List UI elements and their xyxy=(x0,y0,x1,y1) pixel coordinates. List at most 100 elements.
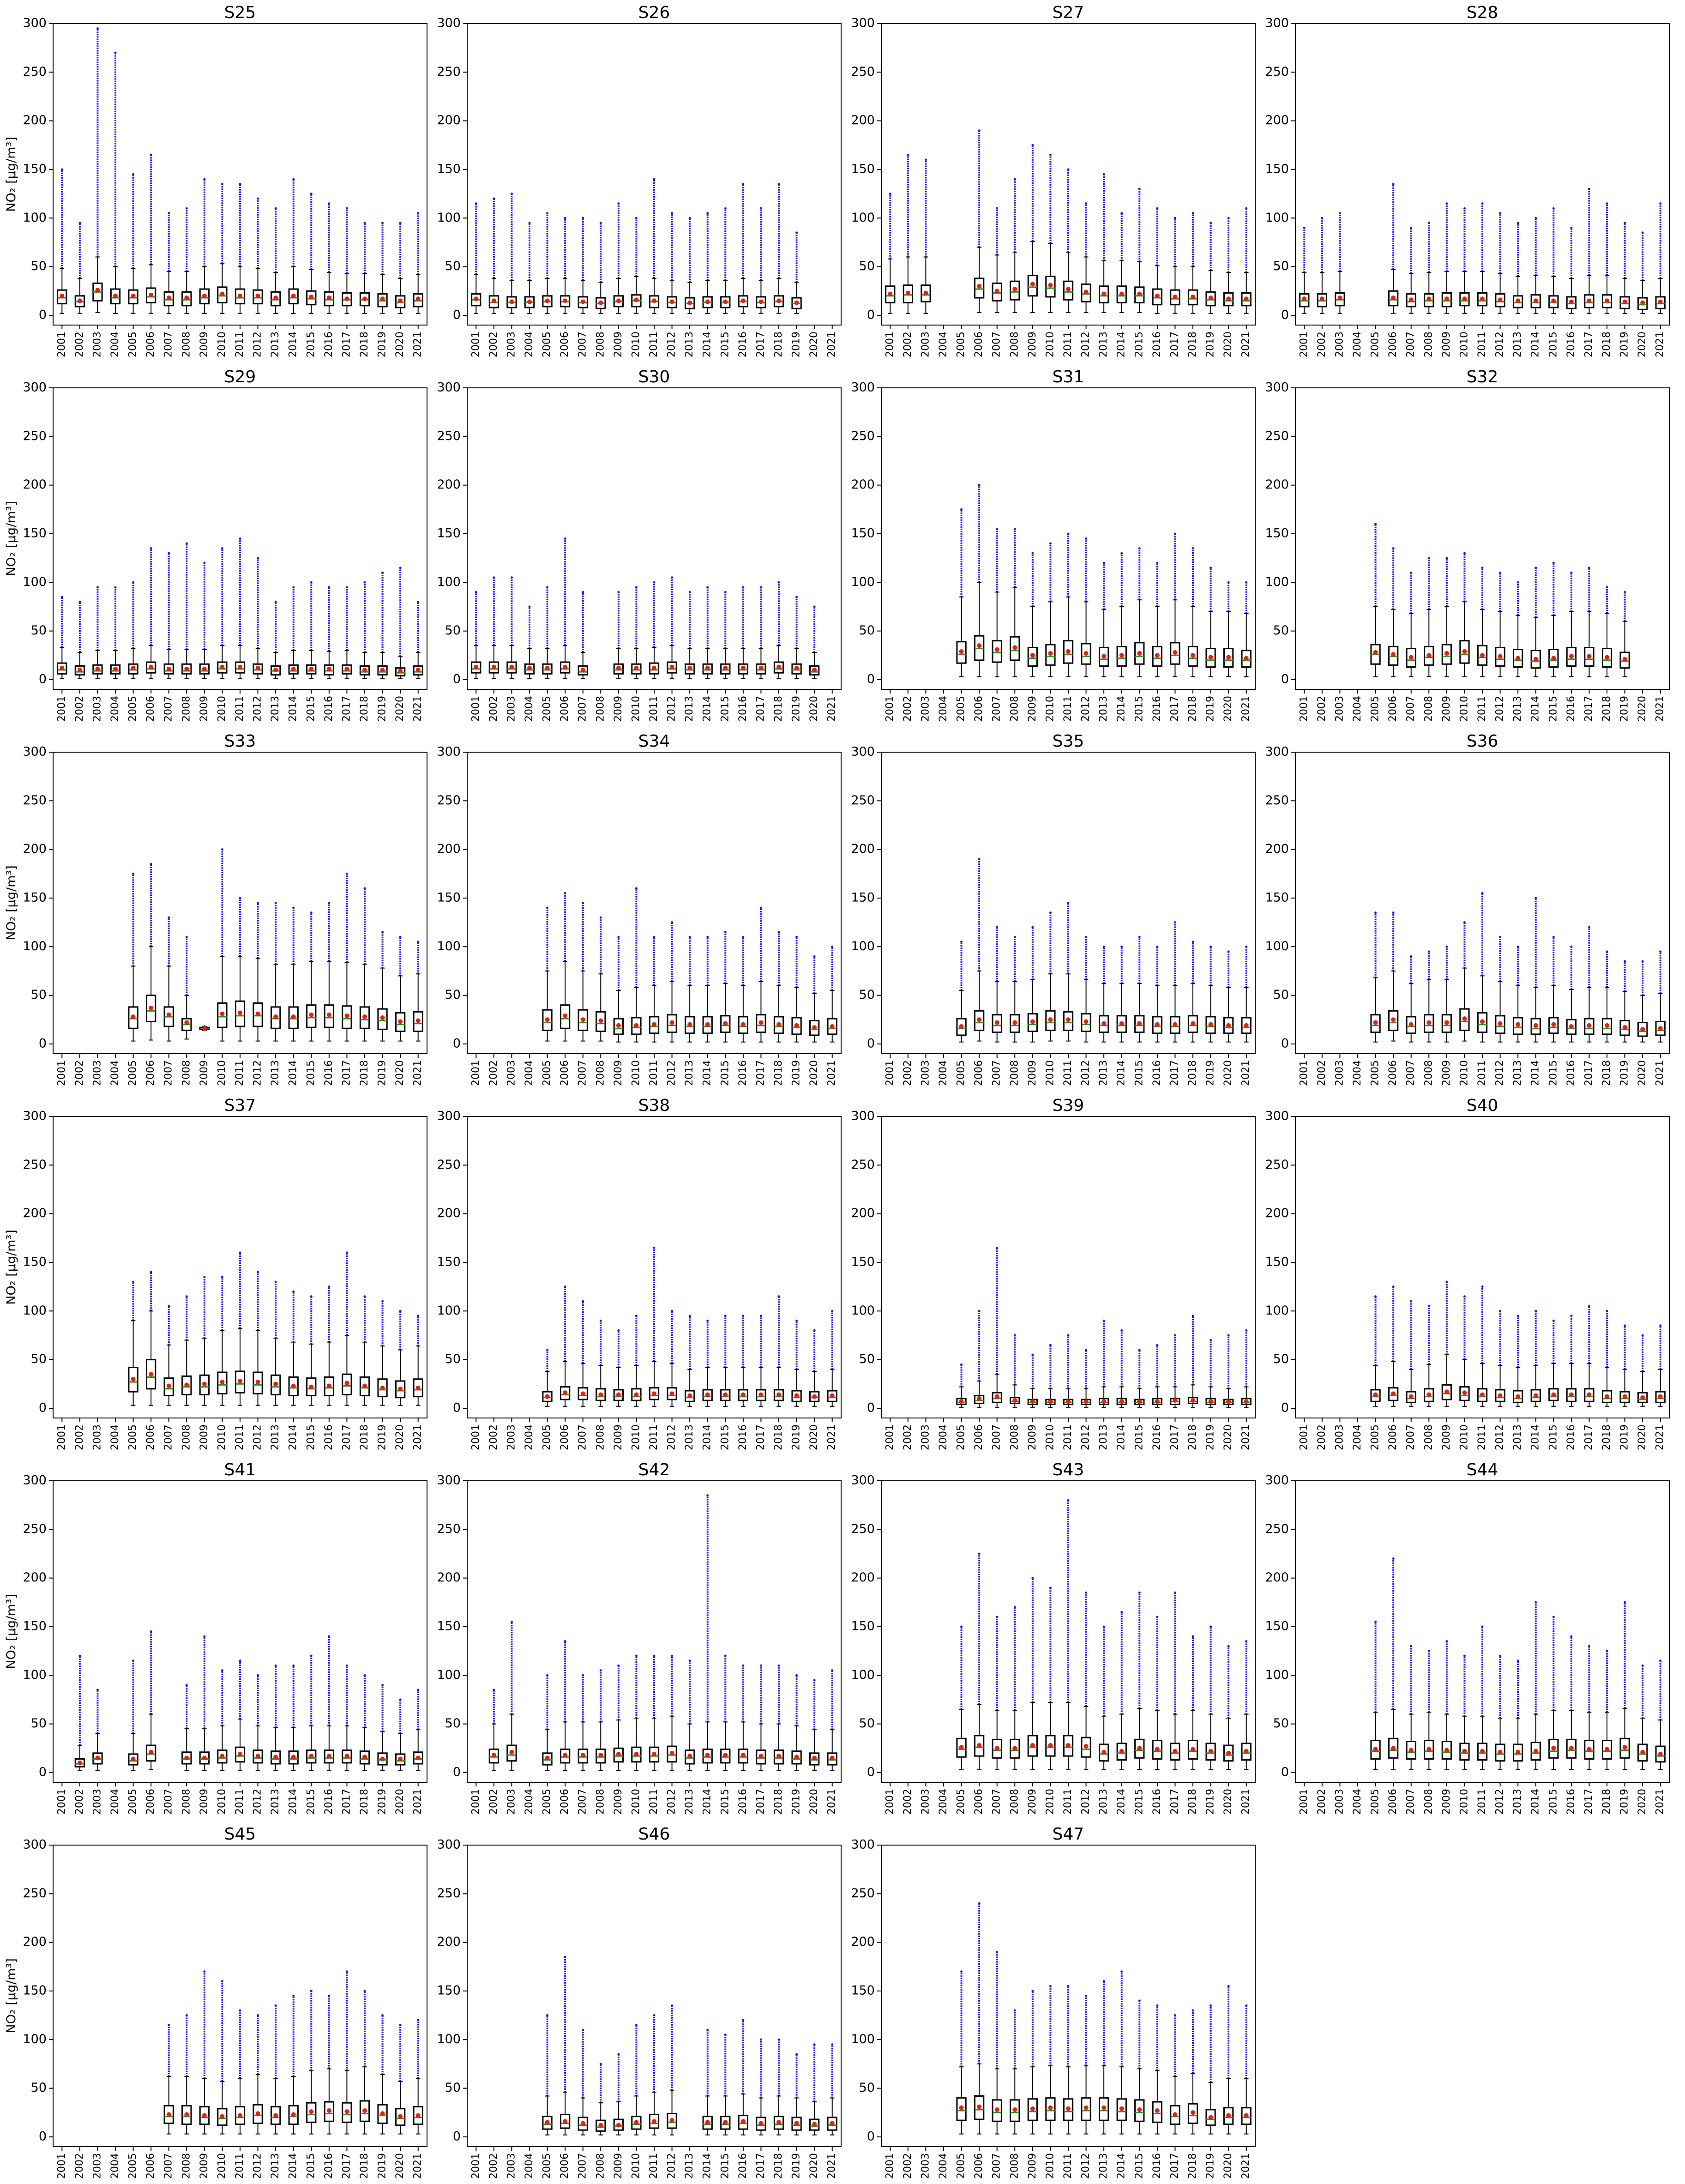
mean xyxy=(309,1012,314,1017)
mean xyxy=(166,666,171,671)
x-tick-label: 2006 xyxy=(1387,332,1399,357)
flier-max xyxy=(114,586,117,589)
x-tick-label: 2002 xyxy=(488,696,499,722)
y-tick-label: 50 xyxy=(445,1352,461,1366)
x-tick-label: 2005 xyxy=(1370,1424,1381,1450)
y-tick-label: 300 xyxy=(851,1838,875,1852)
y-tick-label: 0 xyxy=(867,2129,875,2143)
flier-max xyxy=(813,1679,816,1682)
mean xyxy=(1119,1399,1124,1404)
flier-max xyxy=(813,1329,816,1332)
subplot-title: S35 xyxy=(1053,732,1084,751)
x-tick-label: 2011 xyxy=(1062,696,1074,722)
x-tick-label: 2001 xyxy=(1298,1789,1310,1815)
flier-max xyxy=(546,212,549,215)
y-tick-label: 100 xyxy=(1265,1668,1289,1682)
mean xyxy=(723,2120,728,2125)
flier-max xyxy=(1192,212,1194,215)
x-tick-label: 2003 xyxy=(920,1789,931,1815)
flier-max xyxy=(1410,1300,1413,1303)
y-tick-label: 250 xyxy=(851,1522,875,1536)
mean xyxy=(652,298,656,303)
mean xyxy=(1569,1392,1574,1397)
mean xyxy=(598,1018,603,1023)
flier-max xyxy=(1085,1349,1088,1351)
y-tick-label: 250 xyxy=(23,1522,47,1536)
flier-max xyxy=(221,547,223,550)
mean xyxy=(563,1753,568,1758)
x-tick-label: 2015 xyxy=(719,1060,731,1086)
x-tick-label: 2008 xyxy=(1009,1424,1020,1450)
x-tick-label: 2013 xyxy=(270,1060,281,1086)
mean xyxy=(994,1746,999,1751)
flier-max xyxy=(1210,945,1212,948)
flier-max xyxy=(1013,527,1016,530)
subplot-title: S45 xyxy=(224,1825,256,1844)
mean xyxy=(598,300,603,305)
axes-frame xyxy=(881,1116,1256,1418)
x-tick-label: 2014 xyxy=(702,696,713,722)
mean xyxy=(1337,296,1342,301)
x-tick-label: 2009 xyxy=(1027,696,1038,722)
mean xyxy=(1226,1023,1231,1028)
mean xyxy=(255,1754,260,1759)
mean xyxy=(166,1012,171,1017)
flier-max xyxy=(1392,183,1395,186)
mean xyxy=(1587,654,1592,659)
flier-max xyxy=(724,207,727,210)
flier-max xyxy=(114,51,117,54)
x-tick-label: 2017 xyxy=(755,696,766,722)
mean xyxy=(1137,1399,1142,1404)
x-tick-label: 2016 xyxy=(1151,1789,1163,1815)
mean xyxy=(166,296,171,301)
x-tick-label: 2011 xyxy=(1476,1060,1488,1086)
mean xyxy=(1444,296,1449,302)
flier-max xyxy=(399,567,402,569)
x-tick-label: 2002 xyxy=(74,332,85,357)
x-tick-label: 2004 xyxy=(524,1789,535,1815)
x-tick-label: 2008 xyxy=(1423,1060,1434,1086)
mean xyxy=(255,665,260,670)
x-tick-label: 2006 xyxy=(1387,1424,1399,1450)
flier-max xyxy=(1210,222,1212,224)
y-tick-label: 0 xyxy=(1281,1036,1289,1050)
x-tick-label: 2015 xyxy=(1547,332,1559,357)
mean xyxy=(1083,2105,1089,2110)
x-tick-label: 2005 xyxy=(956,1060,967,1086)
y-tick-label: 250 xyxy=(23,1886,47,1900)
flier-max xyxy=(564,892,566,894)
x-tick-label: 2008 xyxy=(595,1060,606,1086)
x-tick-label: 2020 xyxy=(1222,696,1234,722)
mean xyxy=(398,1756,403,1762)
mean xyxy=(959,1399,964,1404)
x-tick-label: 2015 xyxy=(719,696,731,722)
y-tick-label: 250 xyxy=(1265,1158,1289,1172)
mean xyxy=(309,666,314,671)
x-tick-label: 2006 xyxy=(145,332,156,357)
x-tick-label: 2004 xyxy=(938,696,949,722)
flier-max xyxy=(960,1625,963,1628)
x-tick-label: 2006 xyxy=(973,1060,985,1086)
x-tick-label: 2005 xyxy=(956,332,967,357)
flier-max xyxy=(1173,532,1176,535)
mean xyxy=(202,2113,207,2118)
flier-max xyxy=(1192,2009,1194,2012)
y-tick-label: 250 xyxy=(437,429,461,443)
flier-max xyxy=(1102,1625,1105,1628)
x-tick-label: 2007 xyxy=(163,332,175,357)
mean xyxy=(1030,1019,1035,1024)
y-tick-label: 300 xyxy=(1265,380,1289,395)
mean xyxy=(723,1392,728,1397)
flier-max xyxy=(889,193,891,195)
flier-max xyxy=(96,1689,99,1691)
x-tick-label: 2011 xyxy=(234,332,246,357)
mean xyxy=(527,665,532,670)
flier-max xyxy=(168,916,170,919)
x-tick-label: 2015 xyxy=(1547,1060,1559,1086)
flier-max xyxy=(617,1664,620,1667)
x-tick-label: 2015 xyxy=(1547,1789,1559,1815)
